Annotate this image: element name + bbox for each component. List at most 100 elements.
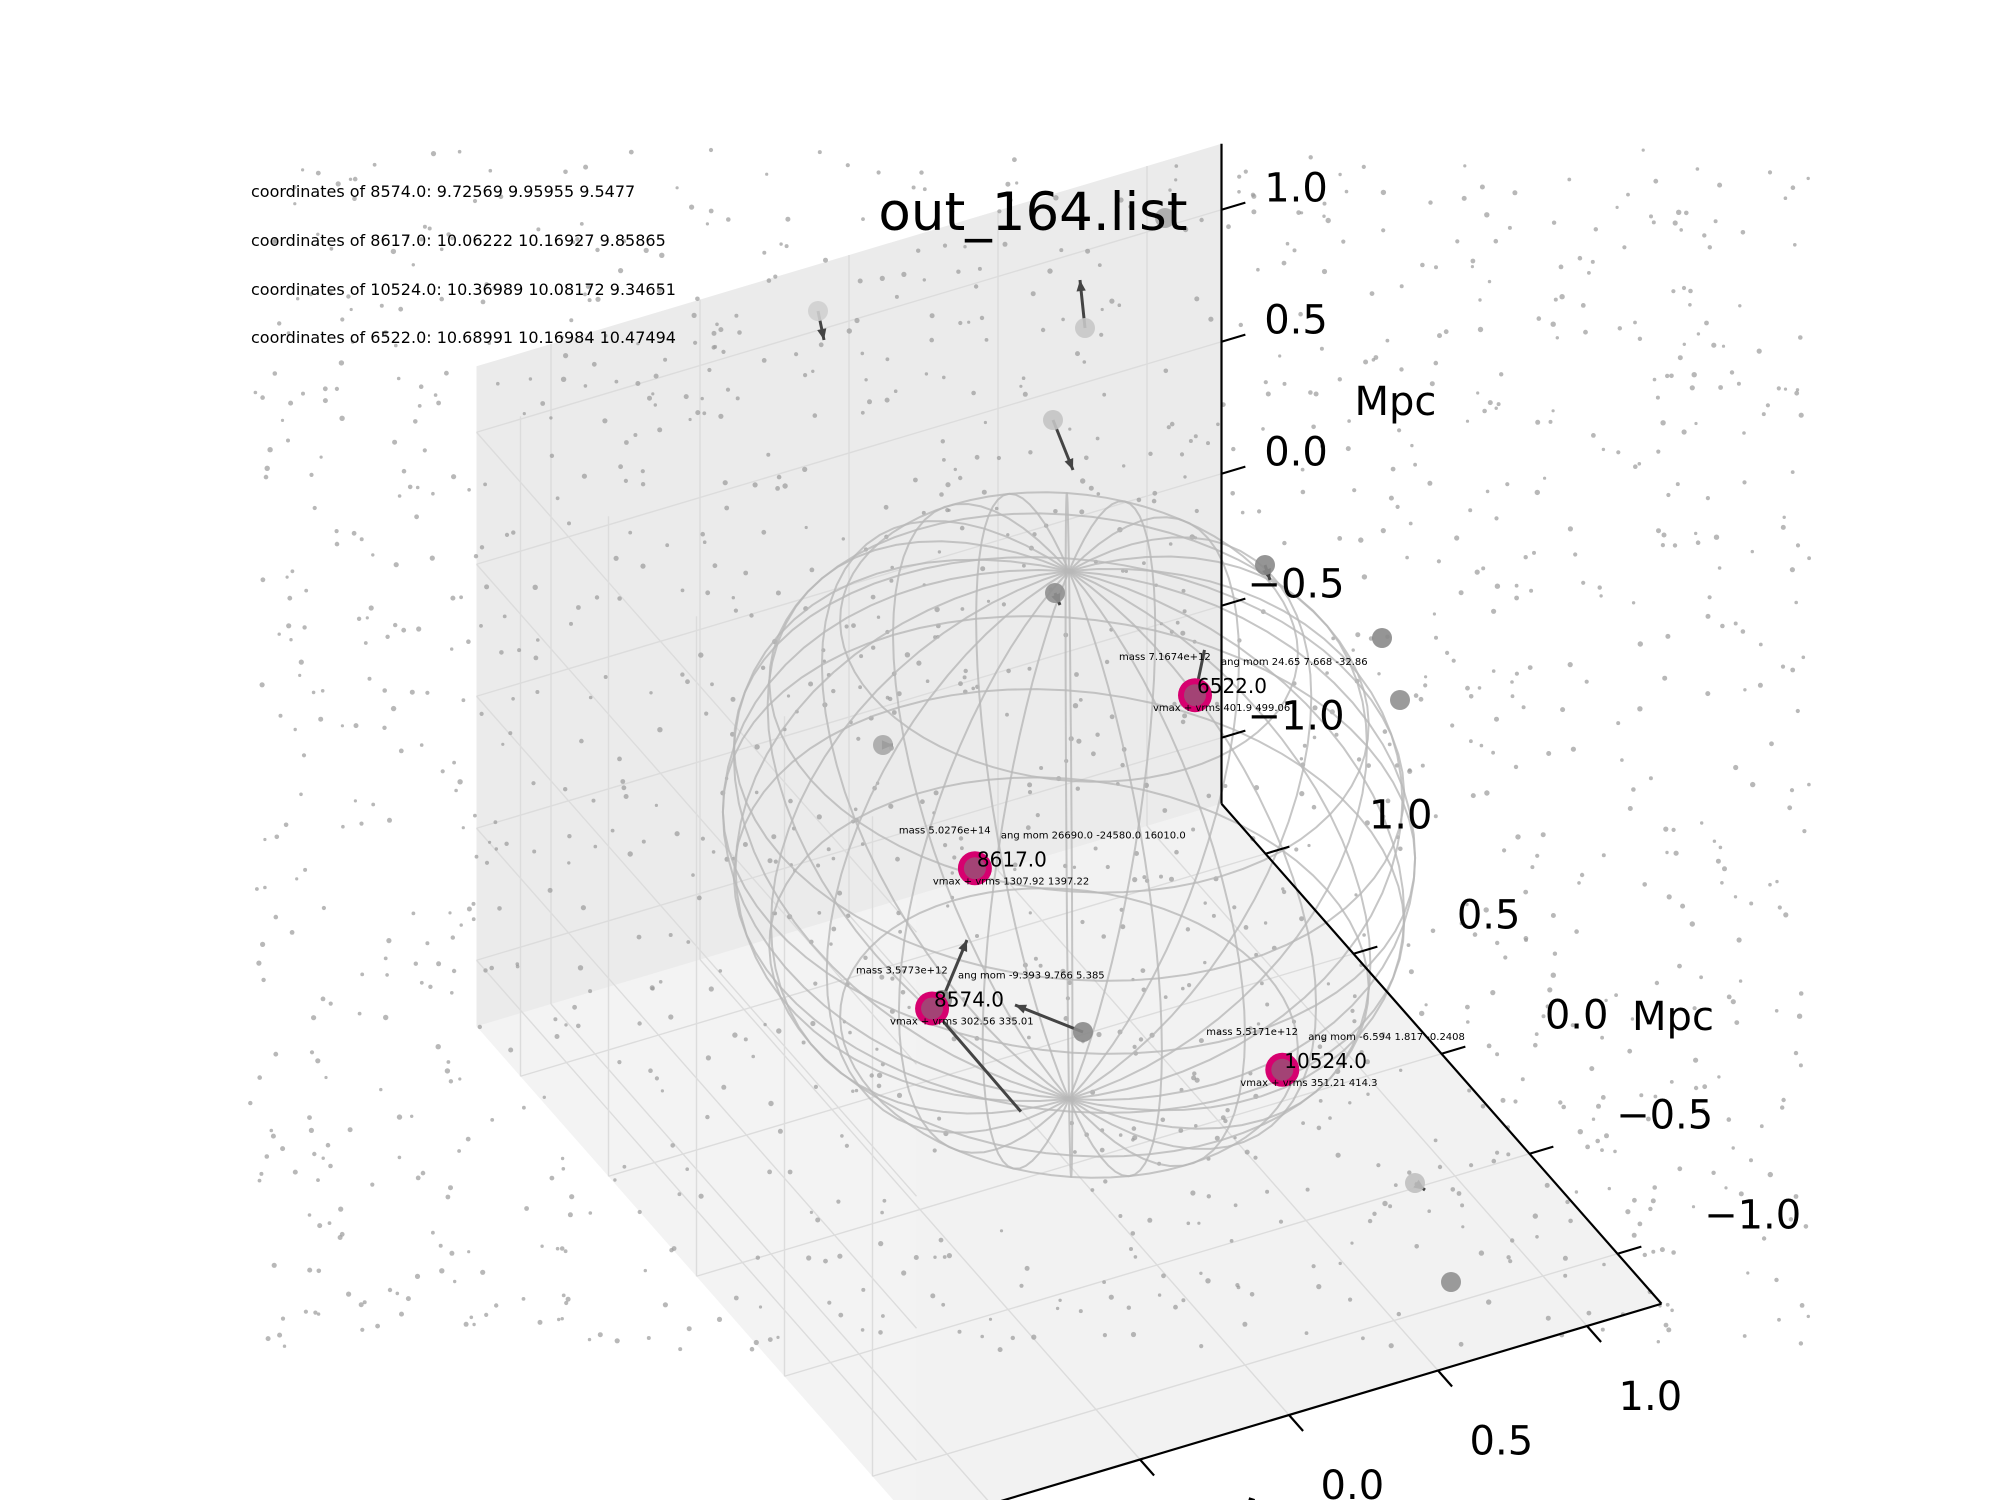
particle [941, 1302, 946, 1307]
particle [1350, 1008, 1355, 1014]
particle [1486, 1043, 1492, 1049]
particle [1307, 843, 1311, 848]
particle [776, 1028, 782, 1034]
particle [785, 216, 791, 222]
halo-id-label: 8617.0 [977, 847, 1047, 871]
particle [997, 209, 1002, 214]
particle [1798, 412, 1804, 418]
particle [1079, 509, 1085, 515]
particle [950, 871, 954, 875]
particle [285, 575, 289, 579]
particle [487, 341, 491, 345]
particle [409, 689, 415, 695]
particle [577, 965, 584, 971]
velocity-arrow [930, 1007, 1023, 1113]
particle [1075, 351, 1080, 357]
particle [472, 1322, 476, 1327]
particle [497, 906, 502, 911]
particle [1510, 680, 1514, 684]
particle [1206, 441, 1210, 446]
particle [1506, 1255, 1511, 1260]
particle [1768, 882, 1772, 887]
particle [854, 317, 860, 324]
particle [1090, 1188, 1095, 1192]
particle [1355, 632, 1361, 638]
particle [1600, 1035, 1604, 1040]
particle [1631, 601, 1636, 605]
particle [1460, 1203, 1465, 1208]
particle [1096, 1031, 1102, 1038]
particle [1169, 876, 1174, 882]
particle [1022, 563, 1026, 568]
particle [949, 208, 955, 214]
particle [383, 330, 388, 335]
particle [700, 396, 704, 401]
particle [1742, 431, 1746, 435]
particle [335, 181, 341, 187]
particle [864, 378, 868, 382]
particle [1659, 1247, 1665, 1253]
particle [1544, 1182, 1550, 1188]
particle [1427, 480, 1433, 486]
particle [365, 616, 369, 620]
particle [702, 411, 707, 416]
particle [471, 901, 476, 906]
particle [698, 652, 704, 658]
particle [1350, 1241, 1354, 1245]
particle [1798, 335, 1803, 340]
particle [1688, 288, 1693, 294]
particle [454, 788, 458, 793]
particle [945, 482, 951, 488]
particle [1656, 528, 1661, 534]
particle [1491, 608, 1497, 614]
particle [942, 1255, 947, 1259]
particle [1533, 1042, 1538, 1048]
particle [1759, 1124, 1764, 1129]
particle [794, 352, 799, 357]
velocity-arrow [1014, 1003, 1084, 1034]
particle [861, 1287, 866, 1292]
particle [320, 996, 326, 1002]
z-tick-label: 0.5 [1264, 298, 1328, 344]
particle [1076, 738, 1082, 744]
particle [942, 458, 946, 462]
particle [414, 1273, 421, 1279]
particle [1806, 1314, 1811, 1319]
particle [504, 841, 509, 846]
z-tick-label: 0.0 [1264, 430, 1328, 476]
particle [1285, 241, 1290, 246]
particle [934, 606, 940, 613]
particle [575, 237, 580, 242]
particle [831, 856, 836, 861]
particle [963, 668, 968, 674]
particle [1652, 377, 1657, 382]
gridline [475, 563, 918, 1065]
particle [698, 1193, 704, 1199]
particle [1318, 1099, 1323, 1103]
particle [1197, 1221, 1201, 1225]
particle [1028, 450, 1033, 455]
particle [939, 492, 944, 497]
particle [957, 1329, 962, 1334]
particle [1468, 508, 1473, 513]
particle [401, 468, 407, 474]
particle [1173, 1304, 1178, 1310]
particle [1348, 1297, 1353, 1302]
particle [1720, 881, 1724, 885]
particle [1740, 230, 1746, 235]
particle [1713, 534, 1720, 540]
particle [705, 1114, 710, 1120]
particle [422, 448, 427, 453]
particle [1715, 858, 1721, 864]
particle [1795, 388, 1800, 392]
particle [309, 472, 314, 477]
particle [647, 395, 652, 401]
particle [567, 861, 571, 865]
particle [640, 563, 646, 569]
particle [452, 760, 456, 765]
particle [1199, 1271, 1203, 1276]
particle [1359, 1050, 1364, 1055]
particle [542, 1095, 546, 1100]
particle [1535, 1235, 1539, 1239]
particle [1397, 428, 1402, 433]
